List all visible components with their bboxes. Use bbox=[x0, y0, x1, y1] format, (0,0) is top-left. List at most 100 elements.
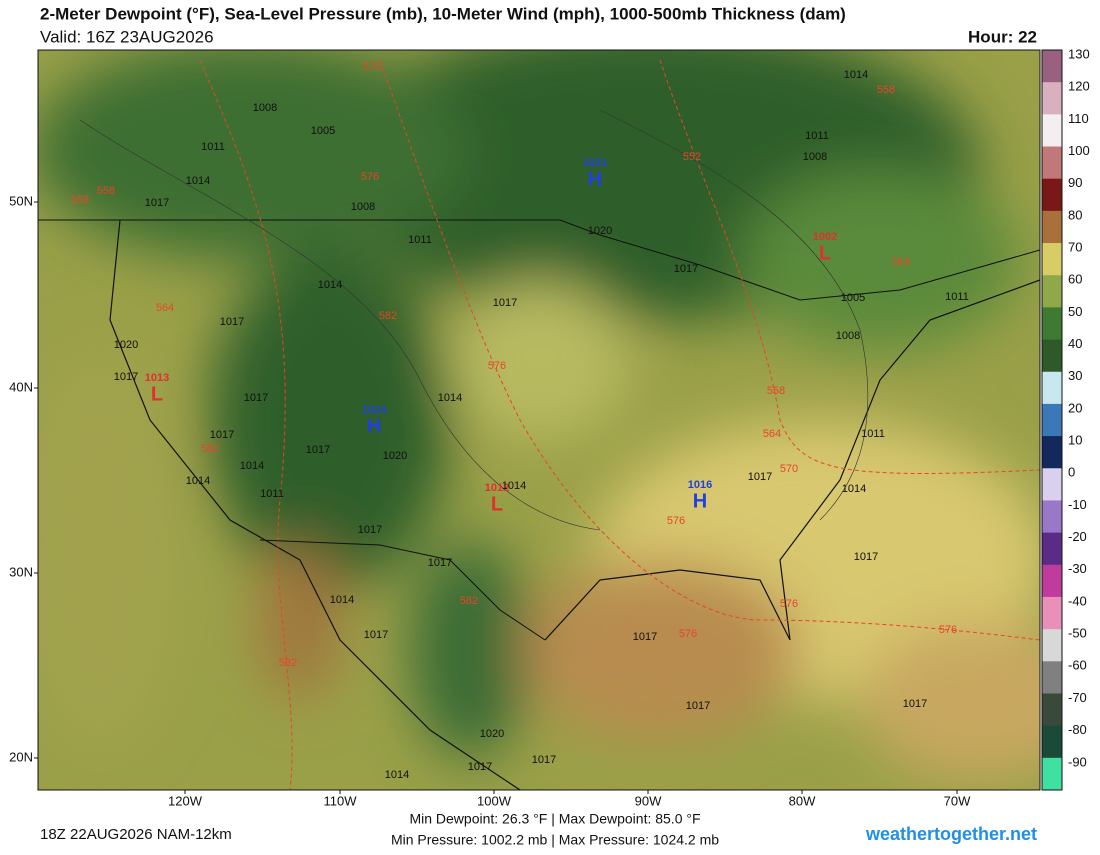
colorbar: 1301201101009080706050403020100-10-20-30… bbox=[1041, 46, 1090, 791]
pressure-center-letter: H bbox=[693, 490, 707, 512]
map-frame bbox=[37, 49, 1041, 791]
isobar-label: 1017 bbox=[145, 197, 169, 209]
isobar-label: 1020 bbox=[588, 225, 612, 237]
colorbar-label: -40 bbox=[1068, 593, 1087, 608]
colorbar-label: 20 bbox=[1068, 400, 1082, 415]
pressure-center-value: 1021 bbox=[583, 157, 607, 169]
isobar-label: 1014 bbox=[240, 460, 264, 472]
colorbar-segment bbox=[1042, 371, 1062, 405]
lat-label: 50N bbox=[9, 193, 33, 208]
pressure-center-letter: L bbox=[151, 383, 163, 405]
colorbar-segment bbox=[1042, 629, 1062, 662]
lat-label: 40N bbox=[9, 379, 33, 394]
isobar-label: 1014 bbox=[186, 175, 210, 187]
isobar-label: 1014 bbox=[318, 279, 342, 291]
thickness-label: 582 bbox=[460, 595, 478, 607]
pressure-stats: Min Pressure: 1002.2 mb | Max Pressure: … bbox=[391, 832, 719, 848]
colorbar-label: 90 bbox=[1068, 175, 1082, 190]
thickness-label: 576 bbox=[361, 171, 379, 183]
thickness-label: 564 bbox=[156, 302, 174, 314]
colorbar-label: 40 bbox=[1068, 336, 1082, 351]
lon-label: 80W bbox=[789, 793, 816, 808]
pressure-center-letter: L bbox=[819, 242, 831, 264]
lat-label: 20N bbox=[9, 749, 33, 764]
colorbar-label: -70 bbox=[1068, 690, 1087, 705]
model-run: 18Z 22AUG2026 NAM-12km bbox=[40, 826, 232, 843]
isobar-label: 1017 bbox=[306, 444, 330, 456]
colorbar-label: -20 bbox=[1068, 529, 1087, 544]
isobar-label: 1017 bbox=[633, 631, 657, 643]
colorbar-segment bbox=[1042, 403, 1062, 437]
isobar-label: 1011 bbox=[945, 291, 969, 303]
colorbar-segment bbox=[1042, 50, 1062, 83]
colorbar-segment bbox=[1042, 339, 1062, 373]
thickness-label: 582 bbox=[379, 310, 397, 322]
site-link[interactable]: weathertogether.net bbox=[865, 824, 1037, 844]
thickness-label: 558 bbox=[71, 194, 89, 206]
isobar-label: 1014 bbox=[385, 769, 409, 781]
colorbar-segment bbox=[1042, 661, 1062, 694]
colorbar-segment bbox=[1042, 178, 1062, 212]
thickness-label: 576 bbox=[667, 515, 685, 527]
lon-label: 100W bbox=[477, 793, 512, 808]
lon-label: 110W bbox=[324, 793, 358, 808]
isobar-label: 1008 bbox=[803, 151, 827, 163]
thickness-label: 558 bbox=[767, 385, 785, 397]
isobar-label: 1020 bbox=[480, 728, 504, 740]
colorbar-label: -80 bbox=[1068, 722, 1087, 737]
isobar-label: 1011 bbox=[861, 428, 885, 440]
thickness-label: 558 bbox=[877, 84, 895, 96]
lon-label: 120W bbox=[168, 793, 203, 808]
isobar-label: 1011 bbox=[260, 488, 284, 500]
isobar-label: 1017 bbox=[532, 754, 556, 766]
colorbar-segment bbox=[1042, 564, 1062, 598]
isobar-label: 1017 bbox=[748, 471, 772, 483]
isobar-label: 1017 bbox=[364, 629, 388, 641]
colorbar-label: 70 bbox=[1068, 239, 1082, 254]
isobar-label: 1017 bbox=[428, 557, 452, 569]
colorbar-segment bbox=[1042, 468, 1062, 501]
pressure-center-value: 1016 bbox=[688, 479, 712, 491]
isobar-label: 1017 bbox=[114, 371, 138, 383]
isobar-label: 1008 bbox=[836, 330, 860, 342]
isobar-label: 1017 bbox=[674, 263, 698, 275]
isobar-label: 1017 bbox=[493, 297, 517, 309]
colorbar-segment bbox=[1042, 275, 1062, 308]
colorbar-segment bbox=[1042, 243, 1062, 276]
isobar-label: 1008 bbox=[253, 102, 277, 114]
isobar-label: 1014 bbox=[186, 475, 210, 487]
colorbar-label: 130 bbox=[1068, 46, 1090, 61]
pressure-center-value: 1012 bbox=[485, 482, 509, 494]
colorbar-label: 50 bbox=[1068, 304, 1082, 319]
pressure-center-value: 1024 bbox=[362, 404, 387, 416]
thickness-label: 576 bbox=[780, 598, 798, 610]
colorbar-segment bbox=[1042, 693, 1062, 727]
pressure-center-value: 1002 bbox=[813, 231, 837, 243]
colorbar-label: -50 bbox=[1068, 626, 1087, 641]
colorbar-frame bbox=[1041, 49, 1063, 791]
lon-label: 90W bbox=[635, 793, 662, 808]
isobar-label: 1011 bbox=[408, 234, 432, 246]
thickness-label: 552 bbox=[683, 151, 701, 163]
isobar-label: 1011 bbox=[805, 130, 829, 142]
thickness-label: 576 bbox=[939, 624, 957, 636]
title: 2-Meter Dewpoint (°F), Sea-Level Pressur… bbox=[40, 4, 846, 23]
thickness-label: 564 bbox=[892, 256, 910, 268]
isobar-label: 1017 bbox=[686, 700, 710, 712]
isobar-label: 1005 bbox=[841, 292, 865, 304]
isobar-label: 1017 bbox=[854, 551, 878, 563]
isobar-label: 1014 bbox=[502, 480, 526, 492]
pressure-center-value: 1013 bbox=[145, 372, 169, 384]
thickness-label: 582 bbox=[201, 443, 219, 455]
thickness-label: 576 bbox=[679, 628, 697, 640]
isobar-label: 1011 bbox=[201, 141, 225, 153]
colorbar-label: 120 bbox=[1068, 79, 1090, 94]
colorbar-segment bbox=[1042, 436, 1062, 469]
pressure-center-letter: H bbox=[588, 168, 602, 190]
colorbar-segment bbox=[1042, 210, 1062, 244]
isobar-label: 1005 bbox=[311, 125, 335, 137]
colorbar-label: 30 bbox=[1068, 368, 1082, 383]
isobar-label: 1017 bbox=[468, 761, 492, 773]
map bbox=[38, 50, 1040, 790]
